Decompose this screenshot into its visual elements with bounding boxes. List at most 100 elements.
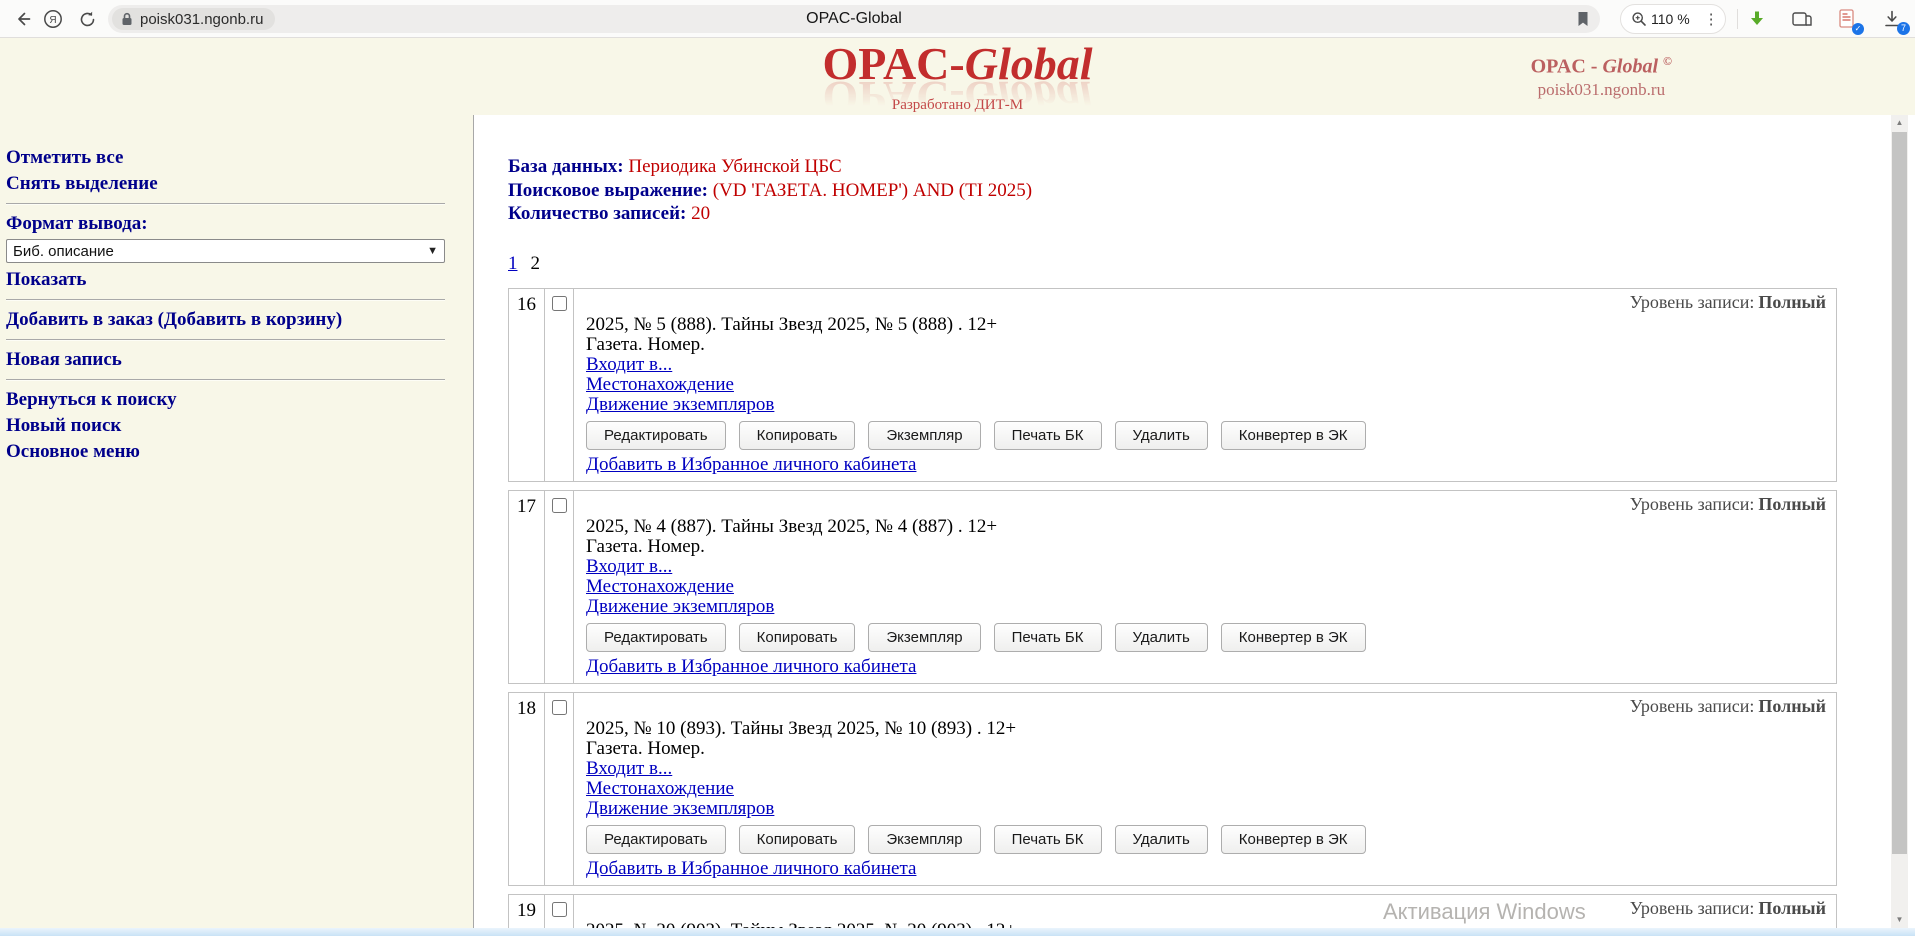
reload-button[interactable]	[74, 6, 100, 32]
link-copies-movement[interactable]: Движение экземпляров	[586, 595, 775, 617]
record-number: 17	[509, 490, 545, 683]
converter-button[interactable]: Конвертер в ЭК	[1220, 824, 1366, 854]
sidebar-divider	[6, 379, 445, 381]
record-number: 18	[509, 692, 545, 885]
link-included-in[interactable]: Входит в...	[586, 555, 673, 577]
record-title: 2025, № 4 (887). Тайны Звезд 2025, № 4 (…	[586, 515, 998, 537]
copy-item-button[interactable]: Экземпляр	[868, 420, 981, 450]
record-level: Уровень записи: Полный	[1629, 291, 1826, 312]
copy-item-button[interactable]: Экземпляр	[868, 824, 981, 854]
copy-button[interactable]: Копировать	[738, 420, 856, 450]
print-card-button[interactable]: Печать БК	[993, 420, 1102, 450]
opac-copyright-title: OPAC - Global ©	[1530, 54, 1672, 78]
downloads-icon[interactable]: 7	[1880, 7, 1910, 35]
record-checkbox[interactable]	[551, 497, 567, 513]
bottom-edge-strip	[0, 928, 1915, 936]
add-to-favorites-link[interactable]: Добавить в Избранное личного кабинета	[586, 453, 917, 475]
record-row: 17 Уровень записи: Полный 2025, № 4 (887)…	[508, 489, 1837, 684]
opac-logo: OPAC-Global OPAC-Global	[822, 41, 1092, 124]
converter-button[interactable]: Конвертер в ЭК	[1220, 622, 1366, 652]
page-1-link[interactable]: 1	[508, 252, 518, 274]
record-count-label: Количество записей:	[508, 203, 687, 224]
delete-button[interactable]: Удалить	[1114, 420, 1208, 450]
record-count-line: Количество записей: 20	[508, 202, 1837, 226]
edit-button[interactable]: Редактировать	[586, 622, 726, 652]
browser-home-button[interactable]: Я	[40, 6, 66, 32]
site-header: OPAC-Global OPAC-Global Разработано ДИТ-…	[0, 38, 1915, 123]
delete-button[interactable]: Удалить	[1114, 824, 1208, 854]
bookmark-icon[interactable]	[1575, 10, 1591, 28]
page-body: Отметить все Снять выделение Формат выво…	[0, 115, 1915, 936]
database-value: Периодика Убинской ЦБС	[628, 156, 842, 177]
sidebar-item-clear-selection[interactable]: Снять выделение	[6, 173, 158, 194]
results-area: База данных: Периодика Убинской ЦБС Поис…	[473, 115, 1915, 936]
sidebar-divider	[6, 339, 445, 341]
link-included-in[interactable]: Входит в...	[586, 353, 673, 375]
back-arrow-icon	[13, 9, 33, 29]
search-expression-label: Поисковое выражение:	[508, 179, 708, 201]
database-line: База данных: Периодика Убинской ЦБС	[508, 155, 1837, 179]
vertical-scrollbar[interactable]: ▲ ▼	[1891, 115, 1908, 936]
link-copies-movement[interactable]: Движение экземпляров	[586, 797, 775, 819]
extension-check-badge: ✓	[1852, 23, 1864, 35]
scrollbar-thumb[interactable]	[1892, 132, 1907, 854]
header-right-block: OPAC - Global © poisk031.ngonb.ru	[1531, 54, 1672, 100]
extension-document-icon[interactable]: ✓	[1835, 7, 1864, 35]
record-number: 16	[509, 288, 545, 481]
record-body: Уровень записи: Полный 2025, № 4 (887). Т…	[574, 491, 1836, 683]
sidebar-item-back-to-search[interactable]: Вернуться к поиску	[6, 389, 177, 410]
developed-by-text: Разработано ДИТ-М	[891, 97, 1024, 113]
back-button[interactable]	[10, 6, 36, 32]
scroll-up-arrow[interactable]: ▲	[1895, 118, 1904, 127]
print-card-button[interactable]: Печать БК	[993, 824, 1102, 854]
add-to-favorites-link[interactable]: Добавить в Избранное личного кабинета	[586, 655, 917, 677]
record-number: 19	[509, 894, 545, 936]
search-expression-line: Поисковое выражение: (VD 'ГАЗЕТА. НОМЕР'…	[508, 179, 1837, 203]
sidebar-divider	[6, 299, 445, 301]
edit-button[interactable]: Редактировать	[586, 420, 726, 450]
download-manager-icon[interactable]	[1745, 7, 1769, 31]
copy-button[interactable]: Копировать	[738, 824, 856, 854]
converter-button[interactable]: Конвертер в ЭК	[1220, 420, 1366, 450]
yandex-browser-icon: Я	[42, 8, 64, 30]
url-text: poisk031.ngonb.ru	[140, 10, 264, 28]
search-expression-value: (VD 'ГАЗЕТА. НОМЕР') AND (TI 2025)	[712, 179, 1033, 201]
toolbar-divider	[1737, 9, 1738, 29]
site-chip[interactable]: poisk031.ngonb.ru	[112, 8, 276, 30]
format-select[interactable]: Биб. описание ▼	[6, 239, 445, 263]
reload-icon	[78, 10, 97, 29]
link-location[interactable]: Местонахождение	[586, 373, 734, 395]
sidebar-item-show[interactable]: Показать	[6, 269, 87, 290]
sidebar: Отметить все Снять выделение Формат выво…	[0, 115, 473, 936]
record-checkbox[interactable]	[551, 295, 567, 311]
delete-button[interactable]: Удалить	[1114, 622, 1208, 652]
copy-button[interactable]: Копировать	[738, 622, 856, 652]
scroll-down-arrow[interactable]: ▼	[1895, 915, 1904, 924]
add-to-favorites-link[interactable]: Добавить в Избранное личного кабинета	[586, 857, 917, 879]
link-included-in[interactable]: Входит в...	[586, 757, 673, 779]
edit-button[interactable]: Редактировать	[586, 824, 726, 854]
page-2-current: 2	[530, 252, 541, 274]
sidebar-item-add-to-order[interactable]: Добавить в заказ (Добавить в корзину)	[6, 309, 343, 330]
link-location[interactable]: Местонахождение	[586, 575, 734, 597]
windows-activation-watermark: Активация Windows	[1383, 899, 1586, 924]
record-checkbox[interactable]	[551, 699, 567, 715]
link-location[interactable]: Местонахождение	[586, 777, 734, 799]
sidebar-item-new-search[interactable]: Новый поиск	[6, 415, 122, 436]
collections-icon[interactable]	[1790, 7, 1814, 31]
kebab-menu-icon[interactable]: ⋮	[1703, 10, 1719, 28]
sidebar-item-new-record[interactable]: Новая запись	[6, 349, 122, 370]
record-count-value: 20	[691, 203, 711, 224]
print-card-button[interactable]: Печать БК	[993, 622, 1102, 652]
copy-item-button[interactable]: Экземпляр	[868, 622, 981, 652]
zoom-control[interactable]: 110 % ⋮	[1620, 4, 1726, 34]
record-actions: Редактировать Копировать Экземпляр Печат…	[586, 420, 1826, 450]
record-checkbox[interactable]	[551, 901, 567, 917]
link-copies-movement[interactable]: Движение экземпляров	[586, 393, 775, 415]
address-bar[interactable]: poisk031.ngonb.ru OPAC-Global	[108, 5, 1600, 33]
sidebar-item-main-menu[interactable]: Основное меню	[6, 441, 140, 462]
sidebar-item-mark-all[interactable]: Отметить все	[6, 147, 124, 168]
server-domain-text: poisk031.ngonb.ru	[1537, 79, 1666, 99]
